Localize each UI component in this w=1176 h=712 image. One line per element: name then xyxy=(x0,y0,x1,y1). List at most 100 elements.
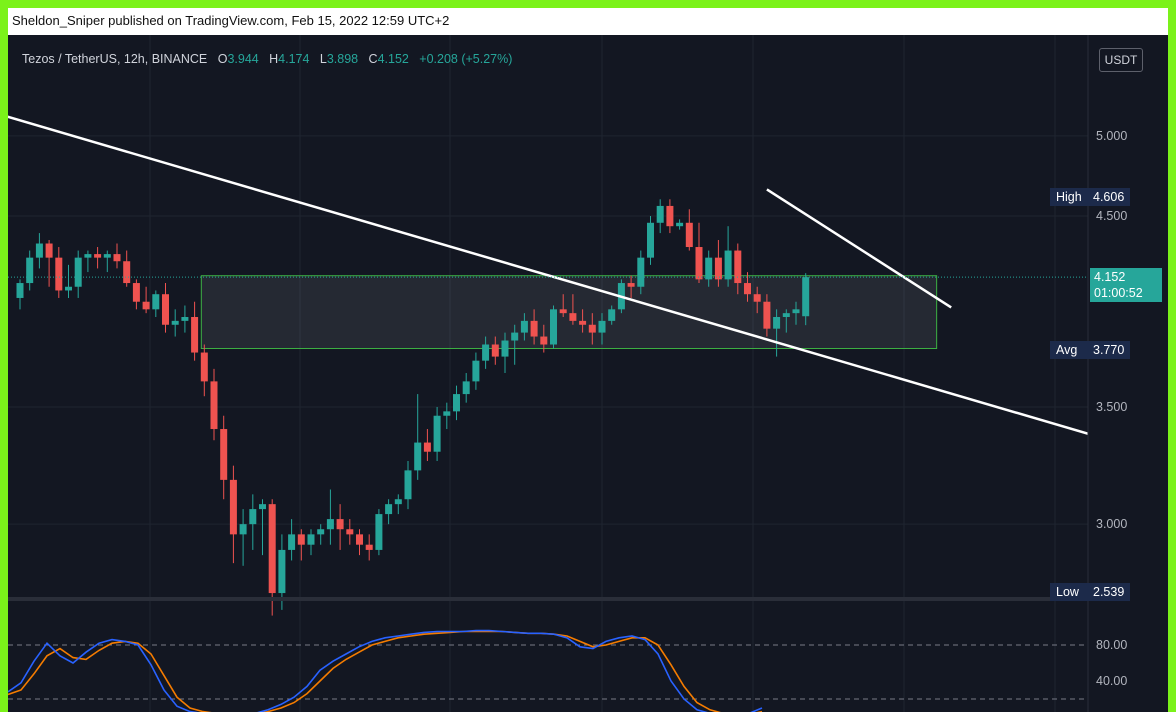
candle-body xyxy=(162,294,169,325)
candle-60 xyxy=(598,313,606,345)
avg-marker-value: 3.770 xyxy=(1093,342,1125,357)
candle-body xyxy=(714,257,722,280)
trendline-0[interactable] xyxy=(8,106,1168,485)
candle-48 xyxy=(482,336,490,369)
candle-body xyxy=(288,534,296,550)
candle-34 xyxy=(346,519,354,545)
osc-tick-1: 40.00 xyxy=(1096,674,1127,688)
candle-61 xyxy=(608,305,616,325)
stochastic-oscillator xyxy=(8,629,1088,712)
open-label: O xyxy=(217,52,228,66)
pane-separator[interactable] xyxy=(8,597,1168,601)
candle-69 xyxy=(685,209,693,251)
candle-1 xyxy=(26,250,34,291)
candle-body xyxy=(94,254,102,258)
candle-70 xyxy=(695,222,703,284)
candle-body xyxy=(278,549,286,594)
candle-body xyxy=(666,205,674,227)
high-value: 4.174 xyxy=(278,52,310,66)
candle-body xyxy=(113,254,121,262)
candle-57 xyxy=(569,294,577,325)
candle-body xyxy=(491,344,499,357)
candle-16 xyxy=(171,309,179,337)
candle-body xyxy=(734,250,742,284)
candle-body xyxy=(220,429,228,480)
candle-body xyxy=(35,243,43,258)
candle-51 xyxy=(511,324,519,365)
chart-canvas[interactable]: 5.000 4.500 3.500 3.000 80.00 40.00 xyxy=(8,35,1168,712)
candle-body xyxy=(171,320,179,325)
candle-32 xyxy=(326,489,334,545)
candle-31 xyxy=(317,524,325,545)
candle-9 xyxy=(103,250,111,273)
candle-body xyxy=(365,544,373,550)
candle-body xyxy=(307,534,315,545)
candle-body xyxy=(142,301,150,310)
candle-body xyxy=(132,283,140,302)
candle-body xyxy=(229,479,237,535)
candle-body xyxy=(103,254,111,258)
publisher-bar: Sheldon_Sniper published on TradingView.… xyxy=(8,8,1168,35)
candle-body xyxy=(443,411,451,416)
candle-body xyxy=(152,294,160,310)
candle-73 xyxy=(724,226,732,287)
candle-29 xyxy=(297,529,305,561)
candle-47 xyxy=(472,352,480,390)
high-marker: High 4.606 xyxy=(1050,188,1131,207)
candle-body xyxy=(753,294,761,302)
open-value: 3.944 xyxy=(227,52,259,66)
candle-body xyxy=(579,320,587,325)
candle-body xyxy=(511,332,519,341)
candle-body xyxy=(627,283,635,287)
countdown-value: 01:00:52 xyxy=(1094,286,1143,301)
candle-14 xyxy=(152,290,160,318)
candle-body xyxy=(453,394,460,412)
candle-7 xyxy=(84,250,92,273)
last-price-value: 4.152 xyxy=(1094,270,1126,285)
candle-body xyxy=(123,261,131,284)
high-marker-value: 4.606 xyxy=(1093,190,1125,205)
candle-17 xyxy=(181,305,189,333)
candle-body xyxy=(676,222,684,227)
candle-11 xyxy=(123,250,131,287)
consolidation-zone xyxy=(200,275,938,350)
candle-55 xyxy=(550,305,557,349)
candle-44 xyxy=(443,402,451,430)
candle-68 xyxy=(676,219,684,230)
candle-body xyxy=(239,524,247,535)
candle-13 xyxy=(142,286,150,314)
candle-body xyxy=(326,519,334,530)
chart-area[interactable]: 5.000 4.500 3.500 3.000 80.00 40.00 Tezos / T… xyxy=(8,35,1168,712)
candle-22 xyxy=(229,465,237,564)
currency-button[interactable]: USDT xyxy=(1099,48,1143,72)
candle-body xyxy=(200,352,208,382)
candle-42 xyxy=(423,429,431,461)
price-axis-ticks: 5.000 4.500 3.500 3.000 80.00 40.00 xyxy=(1087,35,1127,712)
candle-body xyxy=(249,509,257,525)
close-label: C xyxy=(368,52,378,66)
candle-body xyxy=(414,442,422,471)
candle-49 xyxy=(491,336,499,365)
candle-36 xyxy=(365,534,373,561)
avg-marker: Avg 3.770 xyxy=(1050,340,1131,359)
candle-body xyxy=(297,534,305,545)
last-price-marker: 4.152 01:00:52 xyxy=(1090,268,1162,303)
candle-78 xyxy=(773,309,781,357)
candle-body xyxy=(685,222,693,248)
candle-67 xyxy=(666,199,674,234)
candle-5 xyxy=(65,264,72,298)
low-value: 3.898 xyxy=(326,52,359,66)
candle-24 xyxy=(249,494,257,550)
price-tick-0: 5.000 xyxy=(1096,129,1127,143)
trendline-1[interactable] xyxy=(766,188,952,309)
low-marker: Low 2.539 xyxy=(1050,583,1131,601)
candle-body xyxy=(530,320,538,337)
candle-6 xyxy=(74,250,82,298)
candle-46 xyxy=(462,373,470,403)
candle-body xyxy=(394,499,402,505)
trendlines[interactable] xyxy=(8,106,1168,485)
candle-64 xyxy=(637,250,645,295)
candle-body xyxy=(45,243,53,258)
candle-body xyxy=(433,415,441,452)
candle-63 xyxy=(627,275,635,298)
